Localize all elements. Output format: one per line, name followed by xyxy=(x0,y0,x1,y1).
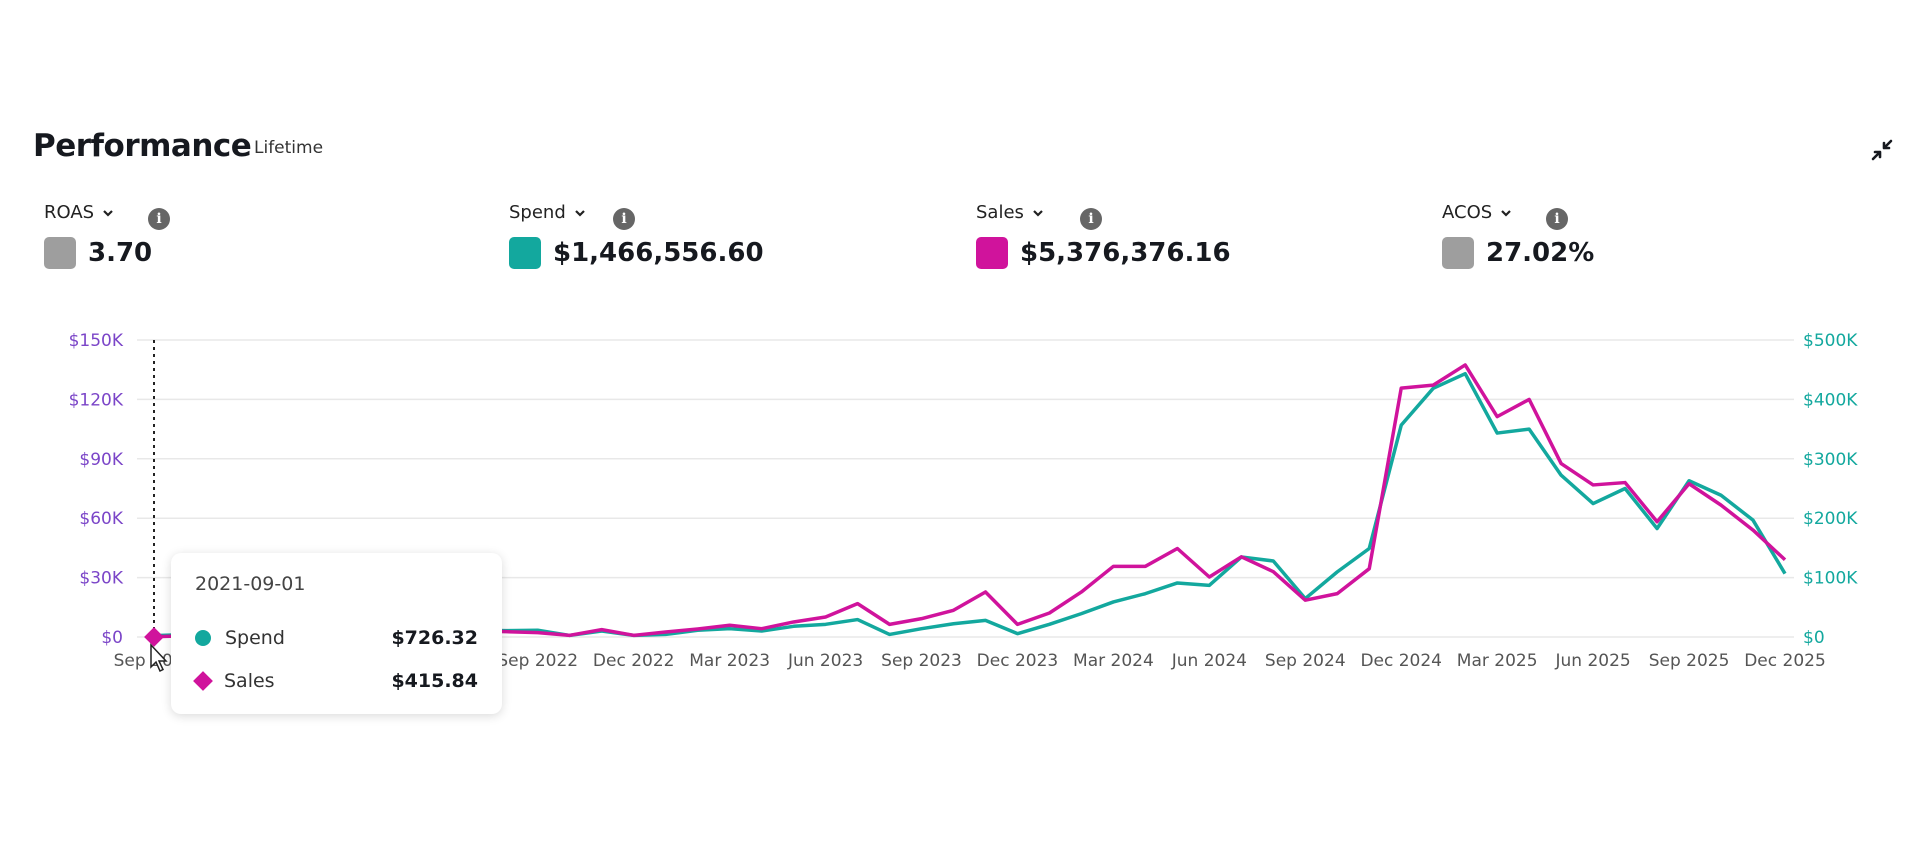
y-left-tick-label: $60K xyxy=(79,509,123,529)
tooltip-series-name: Spend xyxy=(225,627,285,649)
y-right-tick-label: $100K xyxy=(1803,569,1858,589)
x-tick-label: Mar 2023 xyxy=(689,651,770,671)
metric-selector[interactable]: ACOS xyxy=(1442,202,1594,223)
y-right-tick-label: $0 xyxy=(1803,628,1825,648)
x-tick-label: Sep 2025 xyxy=(1649,651,1730,671)
y-left-tick-label: $120K xyxy=(69,390,124,410)
metric-selector[interactable]: Spend xyxy=(509,202,764,223)
metric-selector[interactable]: ROAS xyxy=(44,202,152,223)
x-tick-label: Jun 2024 xyxy=(1171,651,1247,671)
chevron-down-icon xyxy=(1501,209,1511,217)
tooltip-row-sales: Sales $415.84 xyxy=(193,670,478,692)
x-tick-label: Mar 2024 xyxy=(1073,651,1154,671)
tooltip-series-value: $415.84 xyxy=(391,670,478,692)
info-icon[interactable]: i xyxy=(613,208,635,230)
tooltip-series-value: $726.32 xyxy=(391,627,478,649)
y-left-tick-label: $90K xyxy=(79,450,123,470)
metric-value: 27.02% xyxy=(1486,238,1595,268)
chevron-down-icon xyxy=(103,209,113,217)
metric-acos: ACOS i 27.02% xyxy=(1442,202,1594,269)
x-tick-label: Jun 2023 xyxy=(787,651,863,671)
metric-label: Sales xyxy=(976,202,1024,223)
x-tick-label: Sep 2022 xyxy=(497,651,578,671)
metric-value: $5,376,376.16 xyxy=(1020,238,1231,268)
sales-diamond-icon xyxy=(193,671,213,691)
date-range-label: Lifetime xyxy=(254,138,324,158)
metric-label: Spend xyxy=(509,202,566,223)
metric-color-swatch[interactable] xyxy=(976,237,1008,269)
hover-marker-diamond-icon xyxy=(144,627,164,647)
tooltip-series-name: Sales xyxy=(224,670,275,692)
metric-value: 3.70 xyxy=(88,238,153,268)
chevron-down-icon xyxy=(574,209,585,217)
x-tick-label: Jun 2025 xyxy=(1555,651,1631,671)
metric-selector[interactable]: Sales xyxy=(976,202,1231,223)
mouse-cursor-icon xyxy=(150,643,168,673)
x-tick-label: Dec 2025 xyxy=(1744,651,1826,671)
y-right-tick-label: $500K xyxy=(1803,331,1858,351)
y-left-tick-label: $150K xyxy=(69,331,124,351)
info-icon[interactable]: i xyxy=(1080,208,1102,230)
metric-color-swatch[interactable] xyxy=(509,237,541,269)
y-right-tick-label: $400K xyxy=(1803,390,1858,410)
y-right-tick-label: $200K xyxy=(1803,509,1858,529)
metric-value: $1,466,556.60 xyxy=(553,238,764,268)
collapse-arrows-icon[interactable] xyxy=(1870,138,1894,162)
y-right-tick-label: $300K xyxy=(1803,450,1858,470)
y-left-tick-label: $30K xyxy=(79,569,123,589)
tooltip-row-spend: Spend $726.32 xyxy=(195,627,478,649)
metric-roas: ROAS i 3.70 xyxy=(44,202,170,269)
spend-circle-icon xyxy=(195,630,211,646)
info-icon[interactable]: i xyxy=(1546,208,1568,230)
metric-label: ROAS xyxy=(44,202,95,223)
info-icon[interactable]: i xyxy=(148,208,170,230)
x-tick-label: Sep 2024 xyxy=(1265,651,1346,671)
chart-tooltip: 2021-09-01 Spend $726.32 Sales $415.84 xyxy=(171,553,502,714)
x-tick-label: Dec 2024 xyxy=(1360,651,1442,671)
metric-sales: Sales i $5,376,376.16 xyxy=(976,202,1231,269)
x-tick-label: Dec 2023 xyxy=(977,651,1059,671)
x-tick-label: Mar 2025 xyxy=(1457,651,1538,671)
x-tick-label: Dec 2022 xyxy=(593,651,675,671)
metric-color-swatch[interactable] xyxy=(1442,237,1474,269)
metric-spend: Spend i $1,466,556.60 xyxy=(509,202,764,269)
x-tick-label: Sep 2023 xyxy=(881,651,962,671)
chevron-down-icon xyxy=(1033,209,1043,217)
page-title: Performance xyxy=(33,128,252,164)
metric-label: ACOS xyxy=(1442,202,1493,223)
tooltip-date: 2021-09-01 xyxy=(195,573,306,595)
y-left-tick-label: $0 xyxy=(101,628,123,648)
metric-color-swatch[interactable] xyxy=(44,237,76,269)
